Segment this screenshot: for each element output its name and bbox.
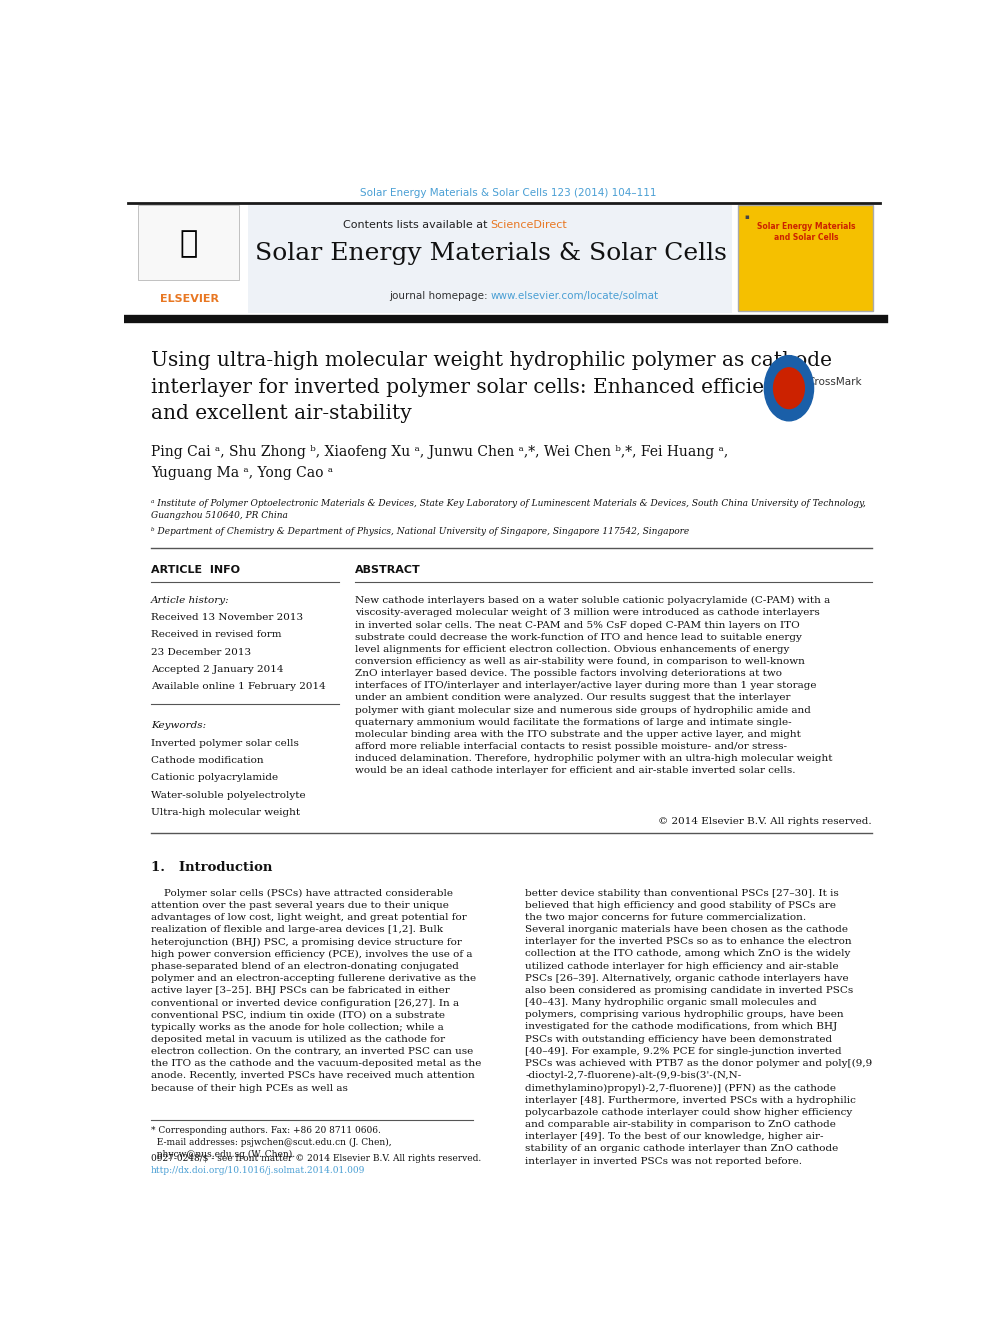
Text: Polymer solar cells (PSCs) have attracted considerable
attention over the past s: Polymer solar cells (PSCs) have attracte… xyxy=(151,889,481,1093)
Text: Solar Energy Materials & Solar Cells: Solar Energy Materials & Solar Cells xyxy=(255,242,726,265)
Text: Received in revised form: Received in revised form xyxy=(151,630,282,639)
Text: Accepted 2 January 2014: Accepted 2 January 2014 xyxy=(151,665,284,673)
Text: 1.   Introduction: 1. Introduction xyxy=(151,861,273,875)
Text: © 2014 Elsevier B.V. All rights reserved.: © 2014 Elsevier B.V. All rights reserved… xyxy=(659,818,872,826)
Text: New cathode interlayers based on a water soluble cationic polyacrylamide (C-PAM): New cathode interlayers based on a water… xyxy=(355,597,832,775)
Text: Using ultra-high molecular weight hydrophilic polymer as cathode
interlayer for : Using ultra-high molecular weight hydrop… xyxy=(151,352,832,423)
Text: www.elsevier.com/locate/solmat: www.elsevier.com/locate/solmat xyxy=(491,291,659,302)
Text: Contents lists available at: Contents lists available at xyxy=(342,221,491,230)
Text: * Corresponding authors. Fax: +86 20 8711 0606.
  E-mail addresses: psjwchen@scu: * Corresponding authors. Fax: +86 20 871… xyxy=(151,1126,392,1159)
Text: ScienceDirect: ScienceDirect xyxy=(491,221,567,230)
Text: Ping Cai ᵃ, Shu Zhong ᵇ, Xiaofeng Xu ᵃ, Junwu Chen ᵃ,*, Wei Chen ᵇ,*, Fei Huang : Ping Cai ᵃ, Shu Zhong ᵇ, Xiaofeng Xu ᵃ, … xyxy=(151,446,728,480)
Circle shape xyxy=(765,356,813,421)
Text: ᵃ Institute of Polymer Optoelectronic Materials & Devices, State Key Laboratory : ᵃ Institute of Polymer Optoelectronic Ma… xyxy=(151,499,866,520)
Text: journal homepage:: journal homepage: xyxy=(389,291,491,302)
FancyBboxPatch shape xyxy=(138,205,239,280)
Text: ▪: ▪ xyxy=(744,214,749,220)
Text: Cathode modification: Cathode modification xyxy=(151,755,264,765)
Text: Solar Energy Materials
and Solar Cells: Solar Energy Materials and Solar Cells xyxy=(757,222,855,242)
Text: ARTICLE  INFO: ARTICLE INFO xyxy=(151,565,240,576)
Text: 0927-0248/$ - see front matter © 2014 Elsevier B.V. All rights reserved.: 0927-0248/$ - see front matter © 2014 El… xyxy=(151,1154,481,1163)
Text: Keywords:: Keywords: xyxy=(151,721,206,730)
Text: ABSTRACT: ABSTRACT xyxy=(355,565,421,576)
Text: Inverted polymer solar cells: Inverted polymer solar cells xyxy=(151,738,299,747)
Text: Water-soluble polyelectrolyte: Water-soluble polyelectrolyte xyxy=(151,791,306,799)
FancyBboxPatch shape xyxy=(248,204,732,312)
Text: Received 13 November 2013: Received 13 November 2013 xyxy=(151,613,304,622)
Text: Article history:: Article history: xyxy=(151,597,230,605)
Text: 🌲: 🌲 xyxy=(180,229,197,258)
Text: CrossMark: CrossMark xyxy=(807,377,862,388)
Text: 23 December 2013: 23 December 2013 xyxy=(151,648,251,656)
Text: Cationic polyacrylamide: Cationic polyacrylamide xyxy=(151,773,278,782)
FancyBboxPatch shape xyxy=(738,205,873,311)
Circle shape xyxy=(774,368,805,409)
Text: Available online 1 February 2014: Available online 1 February 2014 xyxy=(151,683,326,692)
Text: ELSEVIER: ELSEVIER xyxy=(161,294,219,303)
Text: better device stability than conventional PSCs [27–30]. It is
believed that high: better device stability than conventiona… xyxy=(526,889,873,1166)
Text: ᵇ Department of Chemistry & Department of Physics, National University of Singap: ᵇ Department of Chemistry & Department o… xyxy=(151,527,689,536)
Text: Ultra-high molecular weight: Ultra-high molecular weight xyxy=(151,808,301,816)
Text: http://dx.doi.org/10.1016/j.solmat.2014.01.009: http://dx.doi.org/10.1016/j.solmat.2014.… xyxy=(151,1166,365,1175)
Text: Solar Energy Materials & Solar Cells 123 (2014) 104–111: Solar Energy Materials & Solar Cells 123… xyxy=(360,188,657,198)
